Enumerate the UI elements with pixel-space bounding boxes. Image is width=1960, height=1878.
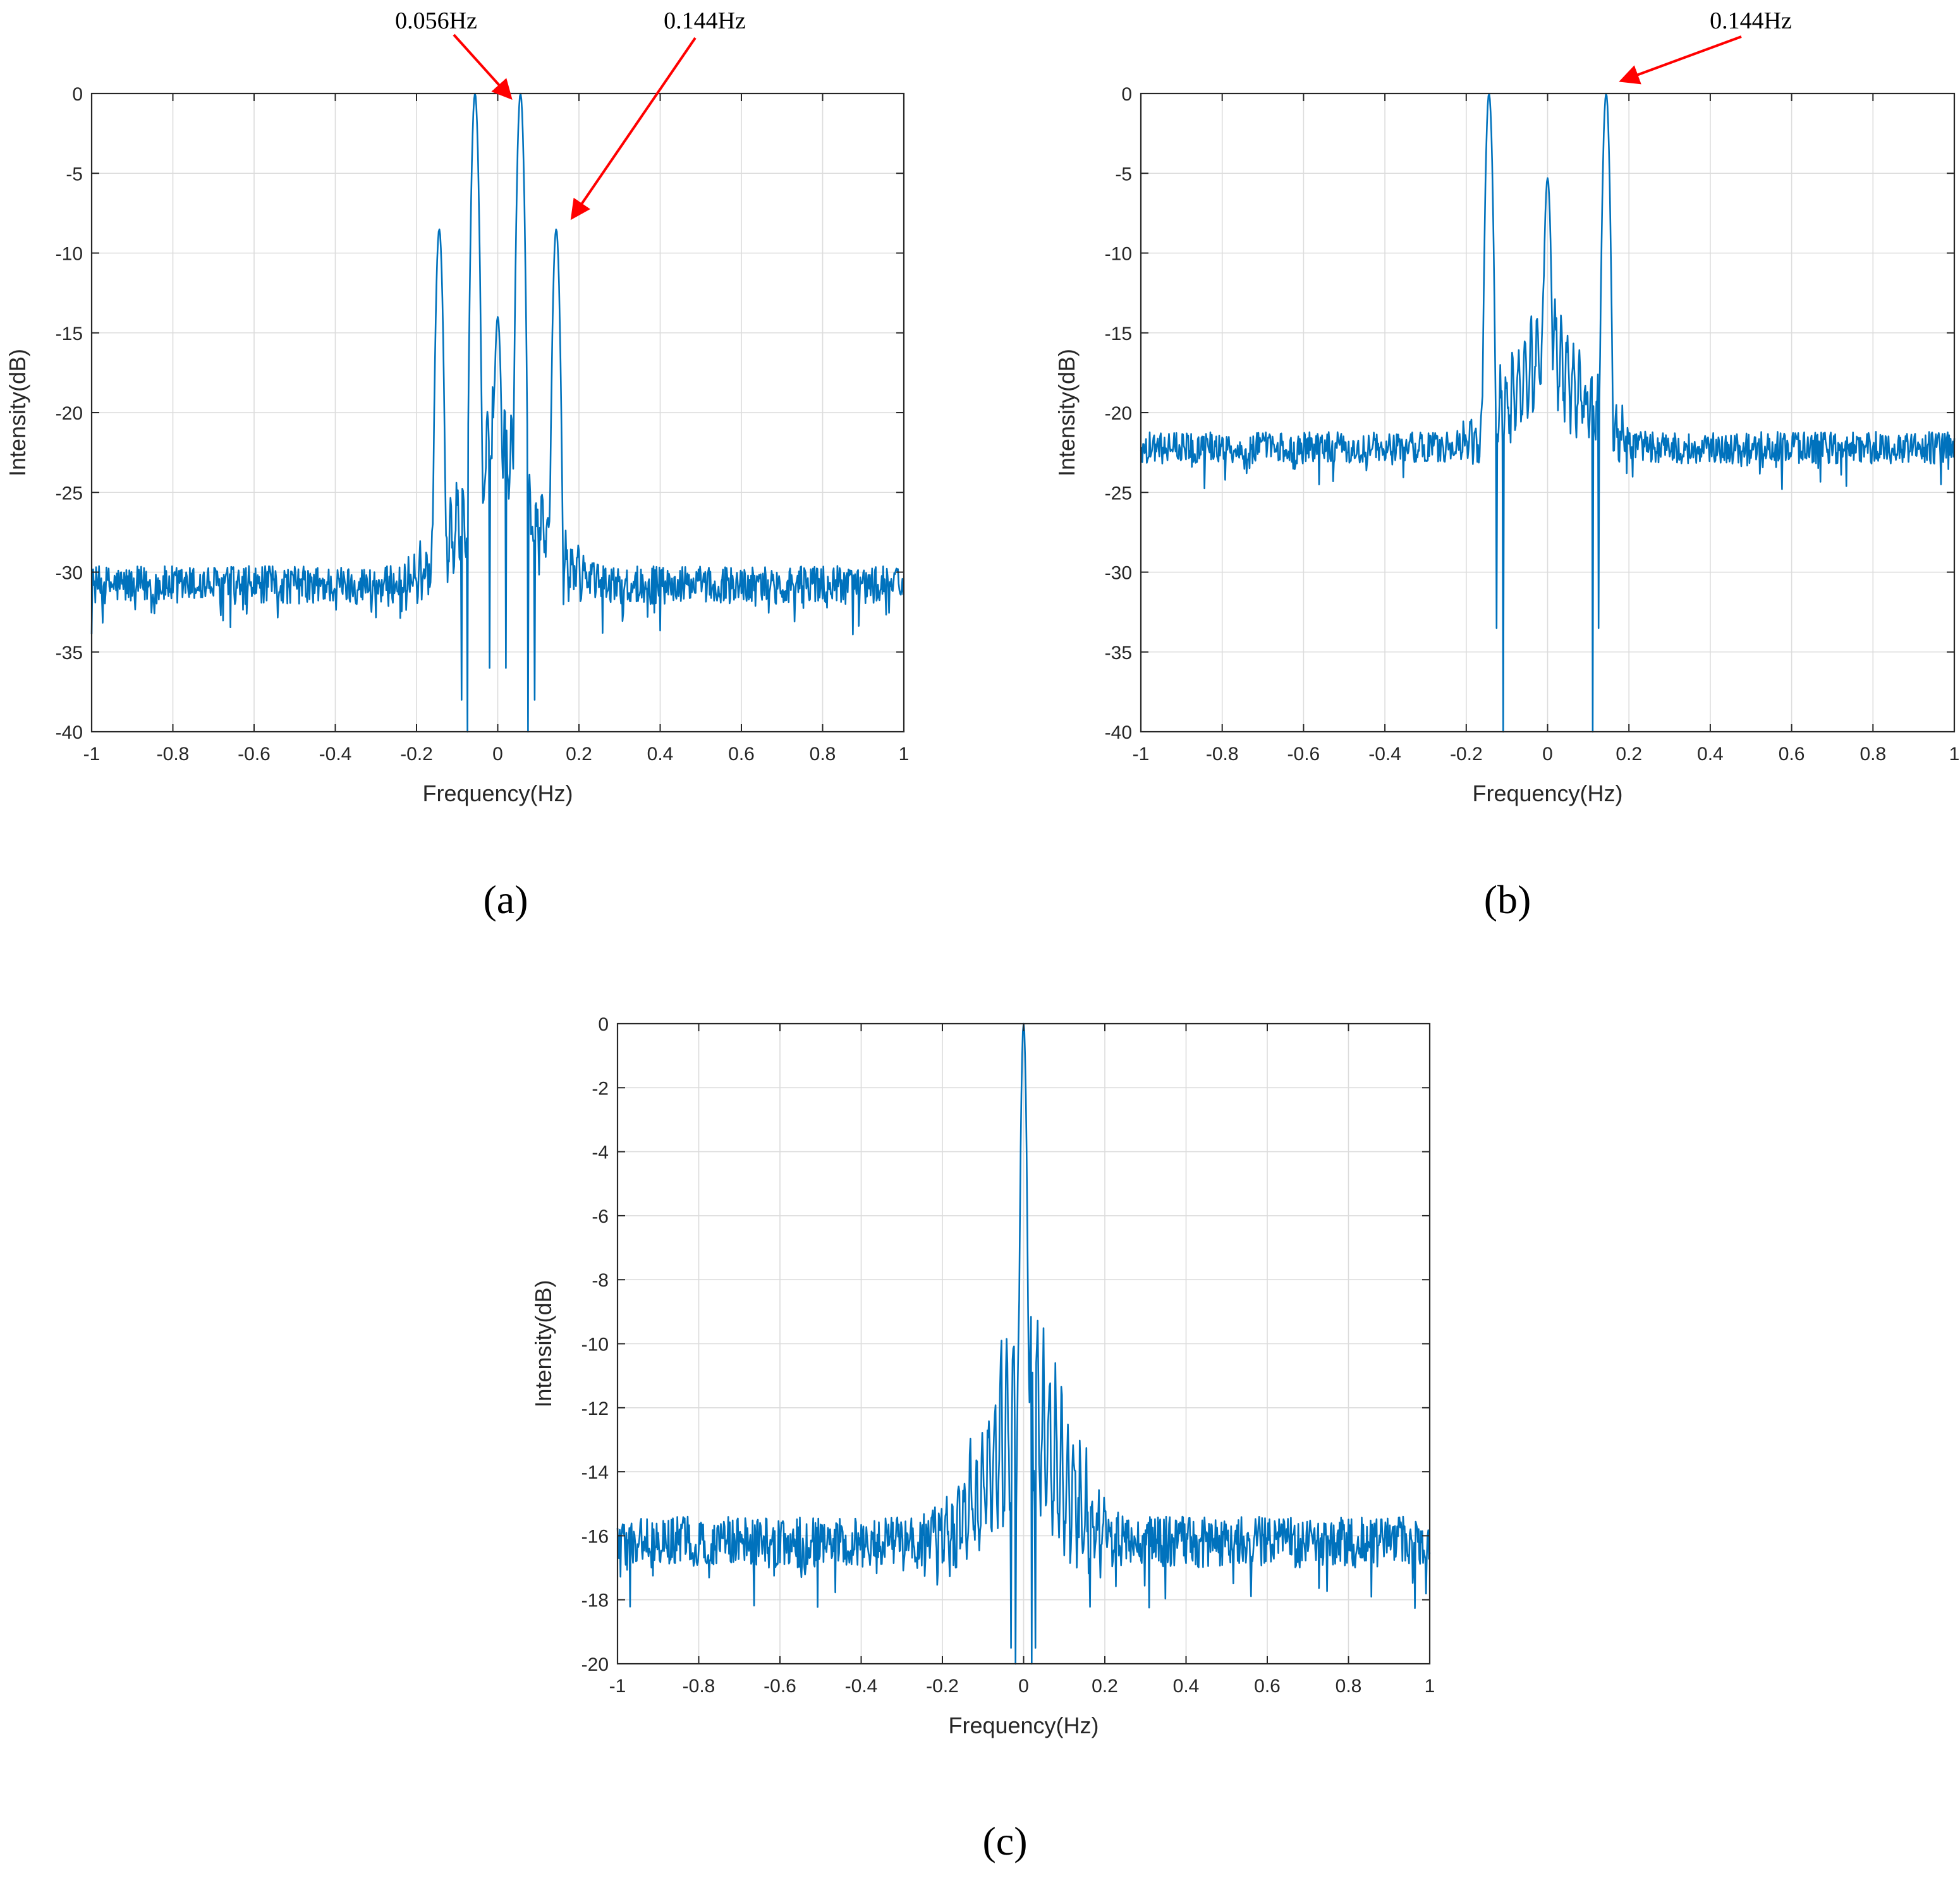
y-tick-label-a-6: -30 [56,563,83,584]
panel-b: -1 -0.8 -0.6 -0.4 -0.2 0 0.2 0.4 0.6 0.8 1 0 -5 -10 -1… [1054,8,1959,922]
panel-a: -1 -0.8 -0.6 -0.4 -0.2 0 0.2 0.4 0.6 0.8 1 0 -5 -10 -1… [4,8,909,922]
y-tick-label-a-3: -15 [56,324,83,344]
caption-b: (b) [1484,877,1531,922]
y-tick-label-a-4: -20 [56,403,83,424]
x-tick-label-a-4: -0.2 [400,744,433,765]
annotations-b: 0.144Hz [1619,8,1792,85]
y-tick-label-c-5: -10 [581,1335,609,1355]
y-tick-label-c-6: -12 [581,1398,609,1419]
y-tick-label-b-1: -5 [1115,164,1132,185]
series-line-a-0 [90,92,905,733]
annotation-arrow-a-0 [453,33,513,100]
x-axis-label-b: Frequency(Hz) [1472,780,1622,806]
x-tick-label-a-6: 0.2 [566,744,592,765]
x-axis-label-a: Frequency(Hz) [422,780,573,806]
x-tick-label-c-2: -0.6 [764,1676,796,1697]
x-tick-label-c-3: -0.4 [845,1676,878,1697]
x-tick-label-a-5: 0 [492,744,503,765]
y-tick-label-c-9: -18 [581,1590,609,1611]
annotation-arrow-b-0 [1619,35,1742,85]
x-tick-label-c-9: 0.8 [1336,1676,1362,1697]
y-axis-label-c: Intensity(dB) [530,1280,556,1407]
x-tick-label-c-5: 0 [1018,1676,1029,1697]
x-tick-label-b-4: -0.2 [1450,744,1483,765]
series-group-b [1140,92,1956,733]
grid-a [91,93,904,732]
x-tick-label-a-7: 0.4 [647,744,674,765]
y-tick-label-c-8: -16 [581,1526,609,1547]
series-group-a [90,92,905,733]
caption-a: (a) [483,877,528,922]
y-tick-label-b-0: 0 [1121,84,1132,105]
annotation-arrow-a-1 [570,37,697,221]
grid-b [1140,93,1955,732]
caption-c: (c) [982,1819,1027,1863]
x-tick-label-a-10: 1 [899,744,910,765]
y-tick-label-c-10: -20 [581,1654,609,1675]
x-tick-label-a-8: 0.6 [728,744,755,765]
y-tick-label-c-2: -4 [592,1142,609,1163]
x-axis-label-c: Frequency(Hz) [948,1712,1099,1738]
y-tick-label-c-4: -8 [592,1270,609,1291]
x-tick-label-a-3: -0.4 [319,744,352,765]
y-tick-label-a-5: -25 [56,483,83,504]
y-tick-label-b-5: -25 [1105,483,1132,504]
x-tick-label-b-7: 0.4 [1697,744,1724,765]
x-tick-label-a-9: 0.8 [810,744,836,765]
ticks-c: -1 -0.8 -0.6 -0.4 -0.2 0 0.2 0.4 0.6 0.8 1 0 -2 -4 -6 -… [581,1014,1435,1697]
y-tick-label-a-8: -40 [56,722,83,743]
y-axis-label-b: Intensity(dB) [1054,349,1080,476]
x-tick-label-c-8: 0.6 [1254,1676,1281,1697]
ticks-b: -1 -0.8 -0.6 -0.4 -0.2 0 0.2 0.4 0.6 0.8 1 0 -5 -10 -1… [1105,84,1960,765]
y-tick-label-c-3: -6 [592,1206,609,1227]
y-tick-label-c-0: 0 [598,1014,609,1035]
y-tick-label-a-7: -35 [56,643,83,663]
x-tick-label-b-5: 0 [1542,744,1553,765]
y-axis-label-a: Intensity(dB) [4,349,30,476]
grid-c [617,1023,1430,1664]
x-tick-label-c-1: -0.8 [683,1676,715,1697]
y-tick-label-c-1: -2 [592,1078,609,1099]
x-tick-label-b-9: 0.8 [1860,744,1886,765]
x-tick-label-c-0: -1 [609,1676,626,1697]
x-tick-label-a-1: -0.8 [157,744,190,765]
x-tick-label-b-3: -0.4 [1368,744,1401,765]
series-line-b-0 [1140,92,1956,733]
x-tick-label-b-8: 0.6 [1779,744,1805,765]
annotations-a: 0.056Hz 0.144Hz [395,8,746,221]
y-tick-label-a-1: -5 [66,164,83,185]
annotation-label-a-0: 0.056Hz [395,8,477,34]
x-tick-label-b-6: 0.2 [1616,744,1642,765]
ticks-a: -1 -0.8 -0.6 -0.4 -0.2 0 0.2 0.4 0.6 0.8 1 0 -5 -10 -1… [56,84,910,765]
y-tick-label-b-4: -20 [1105,403,1132,424]
x-tick-label-a-2: -0.6 [238,744,271,765]
x-tick-label-c-7: 0.4 [1173,1676,1200,1697]
y-tick-label-b-2: -10 [1105,244,1132,265]
x-tick-label-a-0: -1 [83,744,100,765]
x-tick-label-c-6: 0.2 [1092,1676,1118,1697]
y-tick-label-b-7: -35 [1105,643,1132,663]
y-tick-label-b-3: -15 [1105,324,1132,344]
annotation-label-b-0: 0.144Hz [1710,8,1792,34]
y-tick-label-b-8: -40 [1105,722,1132,743]
x-tick-label-b-2: -0.6 [1287,744,1320,765]
y-tick-label-c-7: -14 [581,1462,609,1483]
y-tick-label-a-2: -10 [56,244,83,265]
y-tick-label-b-6: -30 [1105,563,1132,584]
x-tick-label-b-0: -1 [1133,744,1150,765]
y-tick-label-a-0: 0 [72,84,83,105]
panel-c: -1 -0.8 -0.6 -0.4 -0.2 0 0.2 0.4 0.6 0.8 1 0 -2 -4 -6 -… [530,1014,1435,1863]
x-tick-label-c-4: -0.2 [926,1676,959,1697]
x-tick-label-c-10: 1 [1425,1676,1435,1697]
x-tick-label-b-10: 1 [1949,744,1960,765]
annotation-label-a-1: 0.144Hz [664,8,746,34]
x-tick-label-b-1: -0.8 [1206,744,1239,765]
